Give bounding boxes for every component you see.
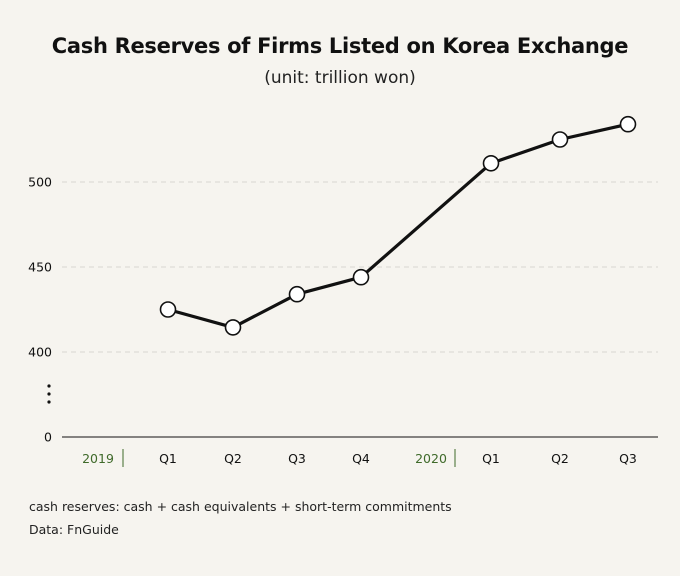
chart-subtitle: (unit: trillion won) <box>264 68 416 88</box>
y-tick-label: 400 <box>28 345 52 360</box>
x-tick-label: Q1 <box>482 451 500 466</box>
definition-note: cash reserves: cash + cash equivalents +… <box>29 499 452 514</box>
data-point <box>352 268 370 286</box>
data-point <box>224 319 242 336</box>
source-note: Data: FnGuide <box>29 522 119 537</box>
x-tick-label: Q2 <box>551 451 569 466</box>
axis-break-dot <box>47 392 51 396</box>
x-tick-label: Q4 <box>352 451 370 466</box>
chart-title: Cash Reserves of Firms Listed on Korea E… <box>51 34 629 58</box>
axis-break-dot <box>47 384 51 388</box>
x-tick-label: Q3 <box>288 451 306 466</box>
y-tick-label: 500 <box>28 175 52 190</box>
x-tick-label: Q2 <box>224 451 242 466</box>
x-tick-label: Q3 <box>619 451 637 466</box>
year-label: 2019 <box>82 451 114 466</box>
axis-break-dot <box>47 400 51 404</box>
data-point <box>159 301 177 318</box>
series-layer <box>159 115 637 336</box>
series-line <box>167 122 629 329</box>
data-point <box>482 155 500 172</box>
x-tick-label: Q1 <box>159 451 177 466</box>
tick-labels: 0 400 450 500 2019 2020 Q1 Q2 Q3 Q4 Q1 Q2 Q3 <box>28 175 637 467</box>
data-point <box>288 285 306 303</box>
data-point <box>551 131 569 148</box>
data-point <box>619 115 637 133</box>
axes <box>47 384 658 467</box>
y-tick-label: 450 <box>28 260 52 275</box>
year-label: 2020 <box>415 451 447 466</box>
grid-lines <box>62 181 658 353</box>
y-tick-label: 0 <box>44 430 52 445</box>
